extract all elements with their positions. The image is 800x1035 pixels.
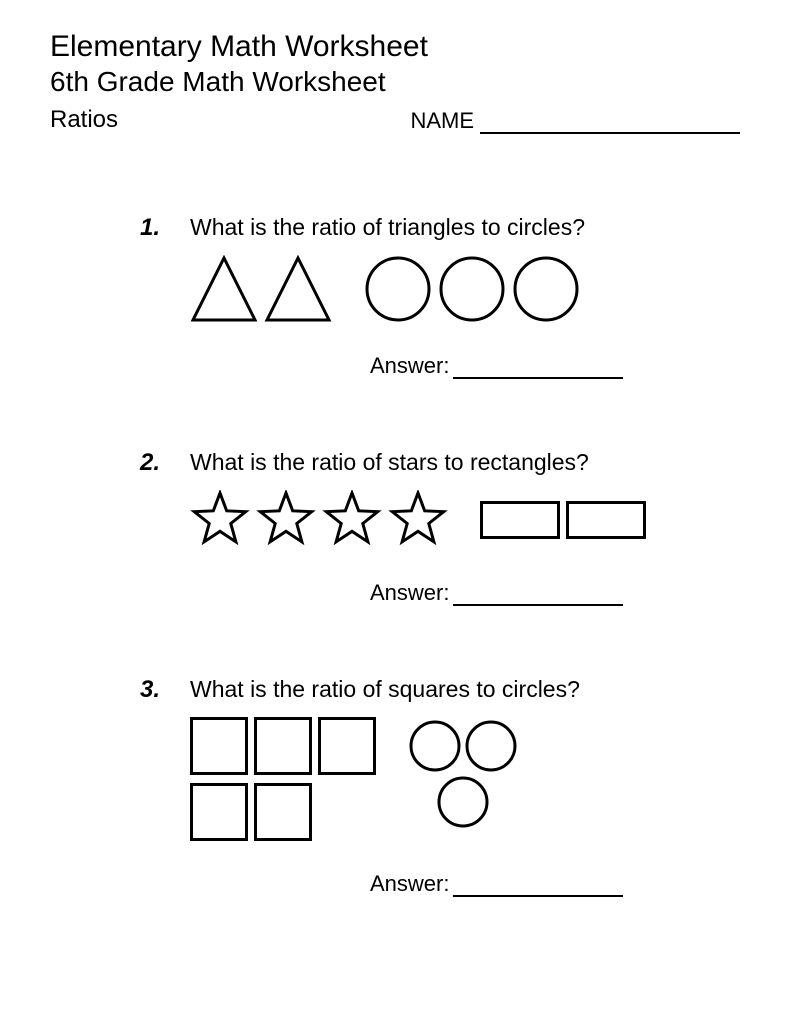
problem-number: 1. — [120, 214, 160, 379]
star-icon — [388, 490, 448, 550]
worksheet-page: Elementary Math Worksheet 6th Grade Math… — [0, 0, 800, 997]
circle-icon — [438, 255, 506, 323]
answer-row: Answer: — [190, 353, 760, 379]
question-text: What is the ratio of stars to rectangles… — [190, 449, 760, 476]
circle-icon — [512, 255, 580, 323]
answer-input-line[interactable] — [453, 586, 623, 606]
name-label: NAME — [410, 108, 474, 134]
question-text: What is the ratio of triangles to circle… — [190, 214, 760, 241]
problems-list: 1. What is the ratio of triangles to cir… — [50, 214, 760, 897]
rectangle-icon — [480, 501, 560, 539]
topic-label: Ratios — [50, 106, 118, 134]
triangle-icon — [190, 255, 258, 323]
answer-label: Answer: — [370, 871, 449, 897]
circles-group — [406, 717, 520, 831]
shapes-row — [190, 255, 760, 323]
subheader-row: Ratios NAME — [50, 106, 760, 134]
star-icon — [190, 490, 250, 550]
answer-label: Answer: — [370, 580, 449, 606]
name-field: NAME — [410, 108, 760, 134]
square-icon — [190, 717, 248, 775]
square-icon — [254, 783, 312, 841]
answer-row: Answer: — [190, 871, 760, 897]
square-icon — [254, 717, 312, 775]
title-line-1: Elementary Math Worksheet — [50, 30, 760, 64]
star-icon — [322, 490, 382, 550]
square-icon — [318, 717, 376, 775]
answer-input-line[interactable] — [453, 877, 623, 897]
problem-body: What is the ratio of stars to rectangles… — [190, 449, 760, 606]
triangle-icon — [264, 255, 332, 323]
problem-1: 1. What is the ratio of triangles to cir… — [120, 214, 760, 379]
rectangle-icon — [566, 501, 646, 539]
answer-input-line[interactable] — [453, 359, 623, 379]
problem-number: 3. — [120, 676, 160, 897]
answer-label: Answer: — [370, 353, 449, 379]
question-text: What is the ratio of squares to circles? — [190, 676, 760, 703]
shapes-row — [190, 717, 760, 841]
squares-group — [190, 717, 376, 841]
name-input-line[interactable] — [480, 114, 740, 134]
problem-number: 2. — [120, 449, 160, 606]
problem-body: What is the ratio of triangles to circle… — [190, 214, 760, 379]
shapes-row — [190, 490, 760, 550]
square-icon — [190, 783, 248, 841]
answer-row: Answer: — [190, 580, 760, 606]
squares-subrow — [190, 783, 376, 841]
squares-subrow — [190, 717, 376, 775]
circle-icon — [364, 255, 432, 323]
title-line-2: 6th Grade Math Worksheet — [50, 66, 760, 98]
problem-3: 3. What is the ratio of squares to circl… — [120, 676, 760, 897]
problem-body: What is the ratio of squares to circles?… — [190, 676, 760, 897]
problem-2: 2. What is the ratio of stars to rectang… — [120, 449, 760, 606]
circles-cluster-icon — [406, 717, 520, 831]
star-icon — [256, 490, 316, 550]
